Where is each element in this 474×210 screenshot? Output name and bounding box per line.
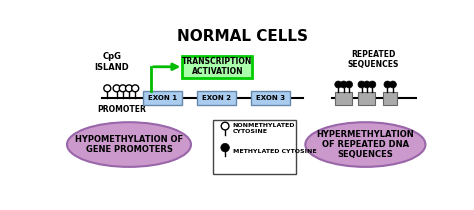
Circle shape	[358, 81, 365, 88]
Text: HYPOMETHYLATION OF
GENE PROMOTERS: HYPOMETHYLATION OF GENE PROMOTERS	[75, 135, 183, 154]
Text: EXON 3: EXON 3	[256, 95, 285, 101]
Text: EXON 1: EXON 1	[148, 95, 177, 101]
FancyBboxPatch shape	[335, 92, 352, 105]
Text: METHYLATED CYTOSINE: METHYLATED CYTOSINE	[233, 149, 317, 154]
Circle shape	[369, 81, 376, 88]
Circle shape	[221, 143, 229, 152]
Circle shape	[104, 85, 111, 92]
Text: HYPERMETHYLATION
OF REPEATED DNA
SEQUENCES: HYPERMETHYLATION OF REPEATED DNA SEQUENC…	[317, 130, 414, 159]
Text: PROMOTER: PROMOTER	[97, 105, 146, 114]
Ellipse shape	[67, 122, 191, 167]
Text: CpG
ISLAND: CpG ISLAND	[95, 52, 129, 72]
Text: REPEATED
SEQUENCES: REPEATED SEQUENCES	[347, 50, 399, 69]
Circle shape	[346, 81, 353, 88]
Circle shape	[132, 85, 139, 92]
Text: TRANSCRIPTION
ACTIVATION: TRANSCRIPTION ACTIVATION	[182, 57, 253, 76]
Text: NORMAL CELLS: NORMAL CELLS	[177, 29, 309, 44]
Circle shape	[113, 85, 120, 92]
Ellipse shape	[305, 122, 426, 167]
FancyBboxPatch shape	[182, 56, 252, 77]
FancyBboxPatch shape	[197, 91, 236, 105]
FancyBboxPatch shape	[358, 92, 375, 105]
Circle shape	[126, 85, 133, 92]
Circle shape	[390, 81, 396, 88]
Circle shape	[335, 81, 342, 88]
FancyBboxPatch shape	[383, 92, 397, 105]
FancyBboxPatch shape	[143, 91, 182, 105]
Circle shape	[119, 85, 126, 92]
Circle shape	[364, 81, 370, 88]
Text: NONMETHYLATED
CYTOSINE: NONMETHYLATED CYTOSINE	[233, 123, 295, 134]
Circle shape	[340, 81, 347, 88]
FancyBboxPatch shape	[213, 120, 296, 174]
Circle shape	[221, 122, 229, 130]
FancyBboxPatch shape	[251, 91, 290, 105]
Text: EXON 2: EXON 2	[202, 95, 231, 101]
Circle shape	[384, 81, 391, 88]
